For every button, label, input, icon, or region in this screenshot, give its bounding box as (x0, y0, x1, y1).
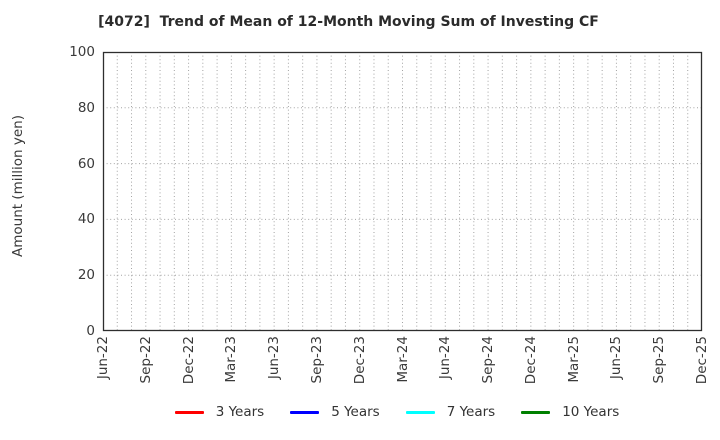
plot-area (102, 51, 703, 332)
legend-item-label: 3 Years (215, 404, 265, 420)
y-tick-label: 80 (77, 99, 95, 116)
legend-item: 5 Years (290, 404, 380, 420)
y-tick-label: 100 (69, 44, 95, 60)
grid-canvas (103, 52, 702, 331)
legend-line-swatch (405, 410, 435, 414)
legend: 3 Years 5 Years 7 Years 10 Years (90, 404, 704, 420)
legend-line-swatch (174, 410, 204, 414)
legend-item: 10 Years (521, 404, 619, 420)
legend-item-label: 5 Years (331, 404, 380, 420)
legend-line-swatch (521, 410, 551, 414)
legend-line-swatch (290, 410, 320, 414)
legend-item: 7 Years (405, 404, 496, 420)
legend-item: 3 Years (174, 404, 265, 420)
legend-item-label: 7 Years (446, 404, 496, 420)
y-tick-label: 60 (77, 155, 95, 172)
y-tick-label: 0 (86, 323, 95, 339)
y-tick-label: 20 (77, 267, 95, 284)
y-tick-label: 40 (77, 211, 95, 228)
legend-item-label: 10 Years (562, 404, 620, 420)
plot-border (102, 51, 703, 332)
chart-title: [4072] Trend of Mean of 12-Month Moving … (98, 14, 599, 30)
